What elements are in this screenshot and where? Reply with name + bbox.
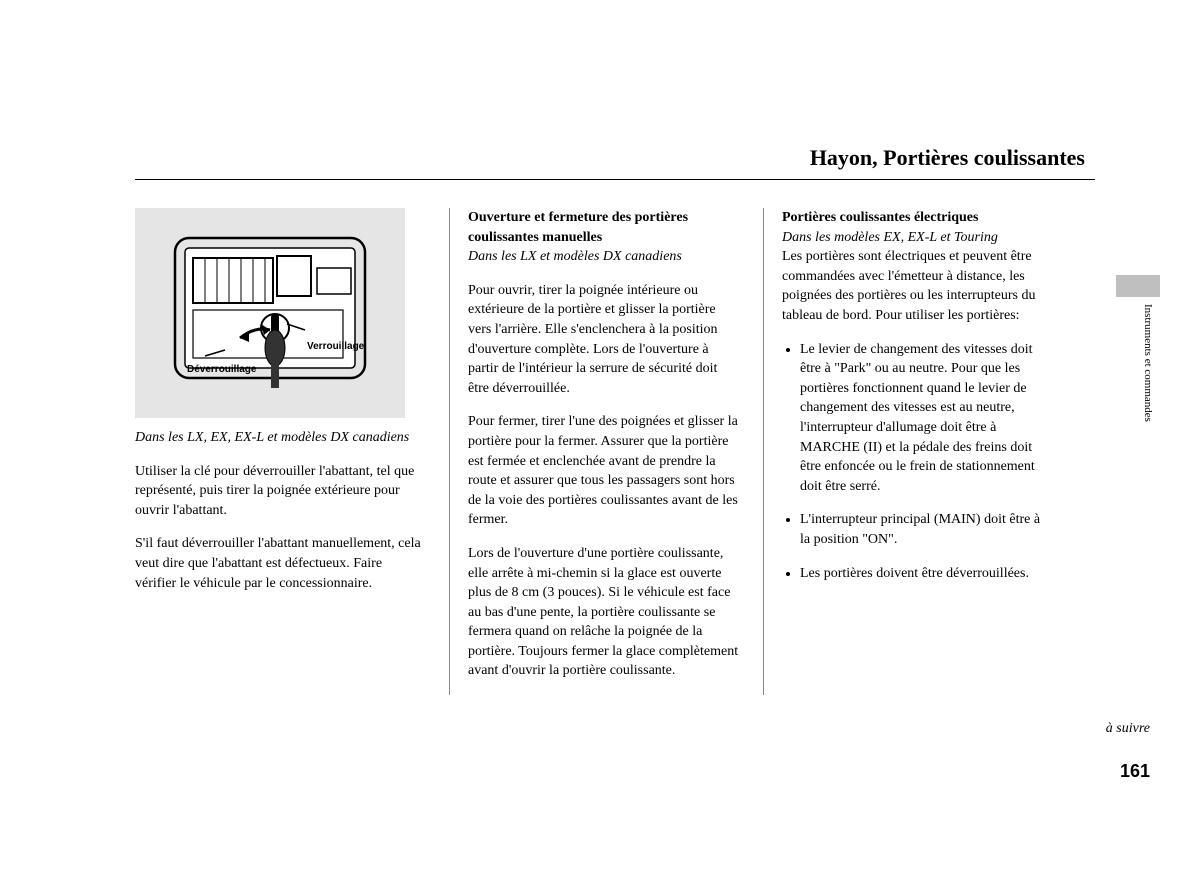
figure-label-lock: Verrouillage	[307, 340, 364, 354]
col3-bullet-3: Les portières doivent être déverrouillée…	[800, 564, 1053, 584]
col3-intro: Les portières sont électriques et peuven…	[782, 247, 1053, 325]
col3-subheading: Dans les modèles EX, EX-L et Touring	[782, 228, 1053, 248]
col2-paragraph-3: Lors de l'ouverture d'une portière couli…	[468, 544, 739, 681]
column-container: Verrouillage Déverrouillage Dans les LX,…	[135, 208, 1095, 695]
col2-paragraph-2: Pour fermer, tirer l'une des poignées et…	[468, 412, 739, 530]
col3-bullet-1: Le levier de changement des vitesses doi…	[800, 340, 1053, 497]
section-tab	[1116, 275, 1160, 297]
col1-paragraph-1: Utiliser la clé pour déverrouiller l'aba…	[135, 462, 425, 521]
col2-paragraph-1: Pour ouvrir, tirer la poignée intérieure…	[468, 281, 739, 399]
section-label: Instruments et commandes	[1142, 300, 1154, 422]
column-2: Ouverture et fermeture des portières cou…	[449, 208, 739, 695]
figure-label-unlock: Déverrouillage	[187, 363, 256, 377]
continue-label: à suivre	[1106, 721, 1150, 737]
page-title: Hayon, Portières coulissantes	[135, 145, 1095, 171]
col3-bullet-list: Le levier de changement des vitesses doi…	[782, 340, 1053, 584]
col3-bullet-2: L'interrupteur principal (MAIN) doit êtr…	[800, 510, 1053, 549]
col2-subheading: Dans les LX et modèles DX canadiens	[468, 247, 739, 267]
column-1: Verrouillage Déverrouillage Dans les LX,…	[135, 208, 425, 695]
column-3: Portières coulissantes électriques Dans …	[763, 208, 1053, 695]
lock-figure: Verrouillage Déverrouillage	[135, 208, 405, 418]
col1-paragraph-2: S'il faut déverrouiller l'abattant manue…	[135, 534, 425, 593]
col1-caption: Dans les LX, EX, EX-L et modèles DX cana…	[135, 428, 425, 448]
col3-heading: Portières coulissantes électriques	[782, 208, 1053, 228]
title-rule	[135, 179, 1095, 180]
manual-page: Hayon, Portières coulissantes	[135, 145, 1095, 695]
col2-heading: Ouverture et fermeture des portières cou…	[468, 208, 739, 247]
page-number: 161	[1120, 761, 1150, 782]
